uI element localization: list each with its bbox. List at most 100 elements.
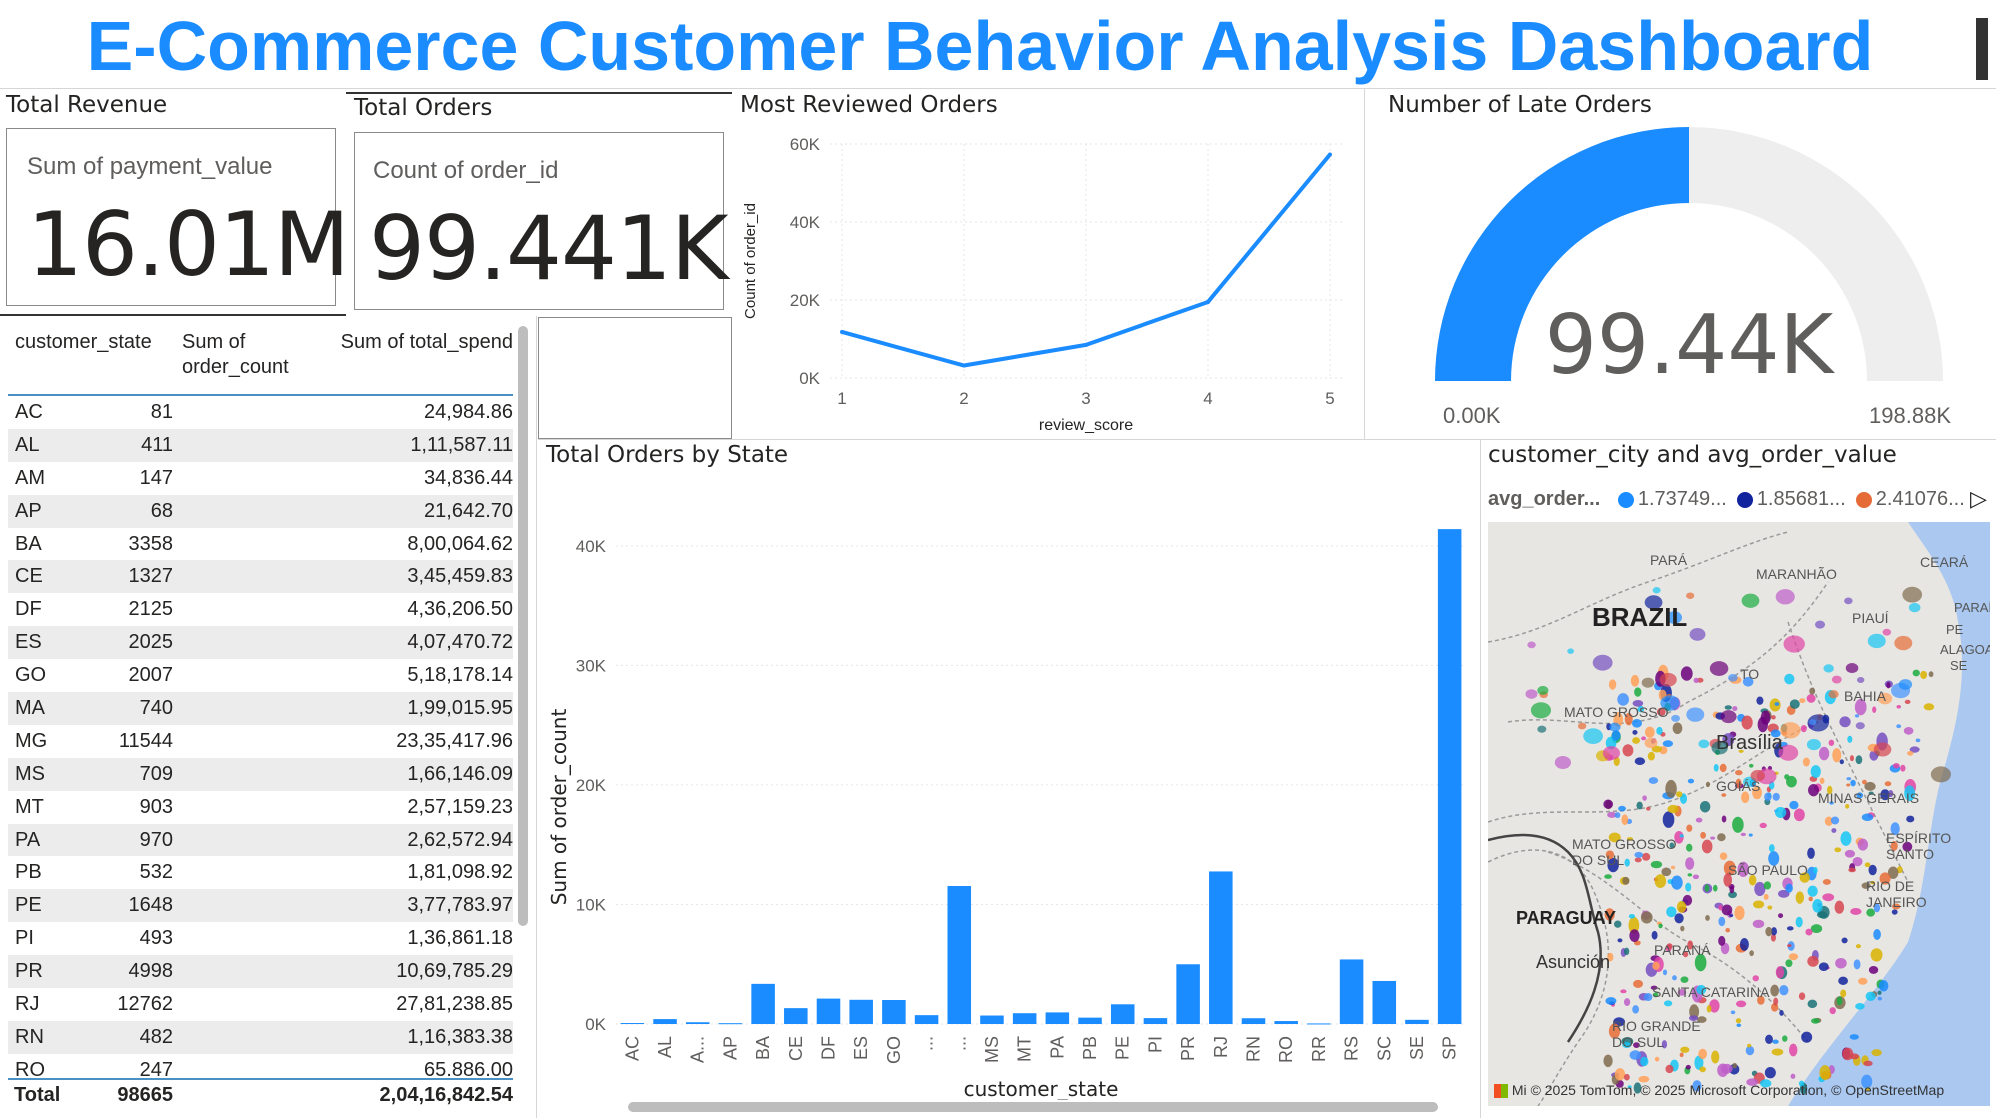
table-row[interactable]: AL 411 1,11,587.11 [8,428,513,462]
city-blob [1729,886,1735,894]
table-row[interactable]: MA 740 1,99,015.95 [8,692,513,725]
table-row[interactable]: PB 532 1,81,098.92 [8,856,513,889]
city-blob [1622,744,1634,757]
brazil-map[interactable]: PARÁ MARANHÃO CEARÁ BRAZIL PIAUÍ PARAÍBA PE ALA… [1488,522,1990,1106]
table-row[interactable]: BA 3358 8,00,064.62 [8,528,513,561]
table-row[interactable]: AP 68 21,642.70 [8,494,513,528]
table-header-order-count[interactable]: Sum of order_count [182,330,289,380]
table-total-order-count: 98665 [117,1084,173,1106]
map-place-label: SÃO PAULO [1728,862,1808,878]
table-row[interactable]: ES 2025 4,07,470.72 [8,626,513,660]
city-blob [1864,862,1871,868]
map-place-label: PARÁ [1650,552,1688,568]
city-blob [1680,976,1689,983]
table-row[interactable]: PA 970 2,62,572.94 [8,823,513,857]
bar-ytick-label: 20K [576,776,607,795]
table-row[interactable]: PI 493 1,36,861.18 [8,922,513,955]
city-blob [1772,1039,1779,1044]
city-blob [1663,1000,1673,1007]
city-blob [1798,1080,1805,1087]
table-cell-total-spend: 27,81,238.85 [396,993,513,1016]
city-blob [1768,844,1775,853]
table-row[interactable]: RN 482 1,16,383.38 [8,1020,513,1054]
city-blob [1809,687,1816,695]
table-row[interactable]: MT 903 2,57,159.23 [8,791,513,824]
city-blob [1642,852,1651,861]
bar-xtick-label: MS [982,1036,1002,1063]
table-row[interactable]: AM 147 34,836.44 [8,462,513,495]
bar-chart: 0K 10K 20K 30K 40K AC AL A... AP BA CE DF ES GO......… [547,529,1466,1100]
map-legend-item[interactable]: 1.85681... [1736,488,1846,510]
city-blob [1677,989,1687,996]
map-place-label: BRAZIL [1592,602,1688,632]
city-blob [1735,770,1743,776]
city-blob [1634,757,1646,765]
table-row[interactable]: PE 1648 3,77,783.97 [8,889,513,923]
bar [1143,1018,1168,1024]
line-chart-title: Most Reviewed Orders [740,92,998,118]
bar [620,1023,645,1025]
bar-xtick-label: RN [1244,1036,1264,1062]
map-legend-label: 1.73749... [1637,488,1727,510]
legend-next-icon[interactable]: ▷ [1970,486,1987,511]
city-blob [1747,1043,1752,1048]
table-row[interactable]: MG 11544 23,35,417.96 [8,725,513,758]
table-header-total-spend[interactable]: Sum of total_spend [340,331,513,353]
bar [1405,1019,1429,1024]
table-cell-total-spend: 1,11,587.11 [410,433,513,456]
city-blob [1770,1003,1779,1012]
city-blob [1816,911,1828,919]
table-cell-order-count: 411 [141,433,173,456]
city-blob [1832,748,1842,763]
state-border [1488,849,1610,1106]
city-blob [1659,672,1677,687]
bar-chart-scrollbar[interactable] [628,1102,1438,1112]
table-scrollbar[interactable] [518,326,528,926]
table-row[interactable]: RO 247 65,886.00 [8,1054,513,1076]
bar [784,1008,808,1024]
table-row[interactable]: GO 2007 5,18,178.14 [8,659,513,692]
orders-card: Count of order_id 99.441K [354,132,729,310]
city-blob [1680,1046,1690,1053]
city-blob [1840,989,1847,998]
city-blob [1903,726,1914,735]
table-cell-order-count: 903 [139,795,173,818]
city-blob [1711,741,1728,755]
city-blob [1632,730,1638,735]
city-blob [1886,681,1891,689]
table-row[interactable]: CE 1327 3,45,459.83 [8,560,513,594]
table-header-customer-state[interactable]: customer_state [15,331,152,353]
city-blob [1642,795,1647,801]
city-blob [1920,670,1928,680]
city-blob [1812,899,1823,913]
map-place-label: PE [1946,622,1964,637]
title-accent-bar [1976,18,1988,80]
city-blob [1752,900,1765,909]
table-cell-order-count: 68 [150,499,173,522]
map-legend-item[interactable]: 2.41076... [1855,488,1965,510]
city-blob [1699,800,1711,813]
table-cell-total-spend: 24,984.86 [424,401,513,423]
city-blob [1609,722,1621,732]
city-blob [1632,737,1641,744]
legend-dot-icon [1617,491,1634,508]
city-blob [1692,874,1700,880]
bar-xtick-label: PE [1113,1036,1133,1060]
state-spend-table[interactable]: customer_state Sum of order_count Sum of… [8,322,513,1076]
city-blob [1839,759,1844,765]
city-blob [1718,935,1726,946]
city-blob [1880,789,1890,801]
city-blob [1894,635,1913,651]
bar-xtick-label: ES [851,1036,871,1060]
table-row[interactable]: MS 709 1,66,146.09 [8,757,513,791]
city-blob [1868,864,1877,876]
city-blob [1872,706,1877,713]
table-row[interactable]: DF 2125 4,36,206.50 [8,593,513,626]
city-blob [1813,866,1818,874]
city-blob [1779,984,1789,996]
table-row[interactable]: PR 4998 10,69,785.29 [8,955,513,989]
table-row[interactable]: AC 81 24,984.86 [8,396,513,429]
table-header[interactable]: customer_state Sum of order_count Sum of… [8,322,513,396]
map-legend-item[interactable]: 1.73749... [1617,488,1727,510]
table-row[interactable]: RJ 12762 27,81,238.85 [8,988,513,1021]
